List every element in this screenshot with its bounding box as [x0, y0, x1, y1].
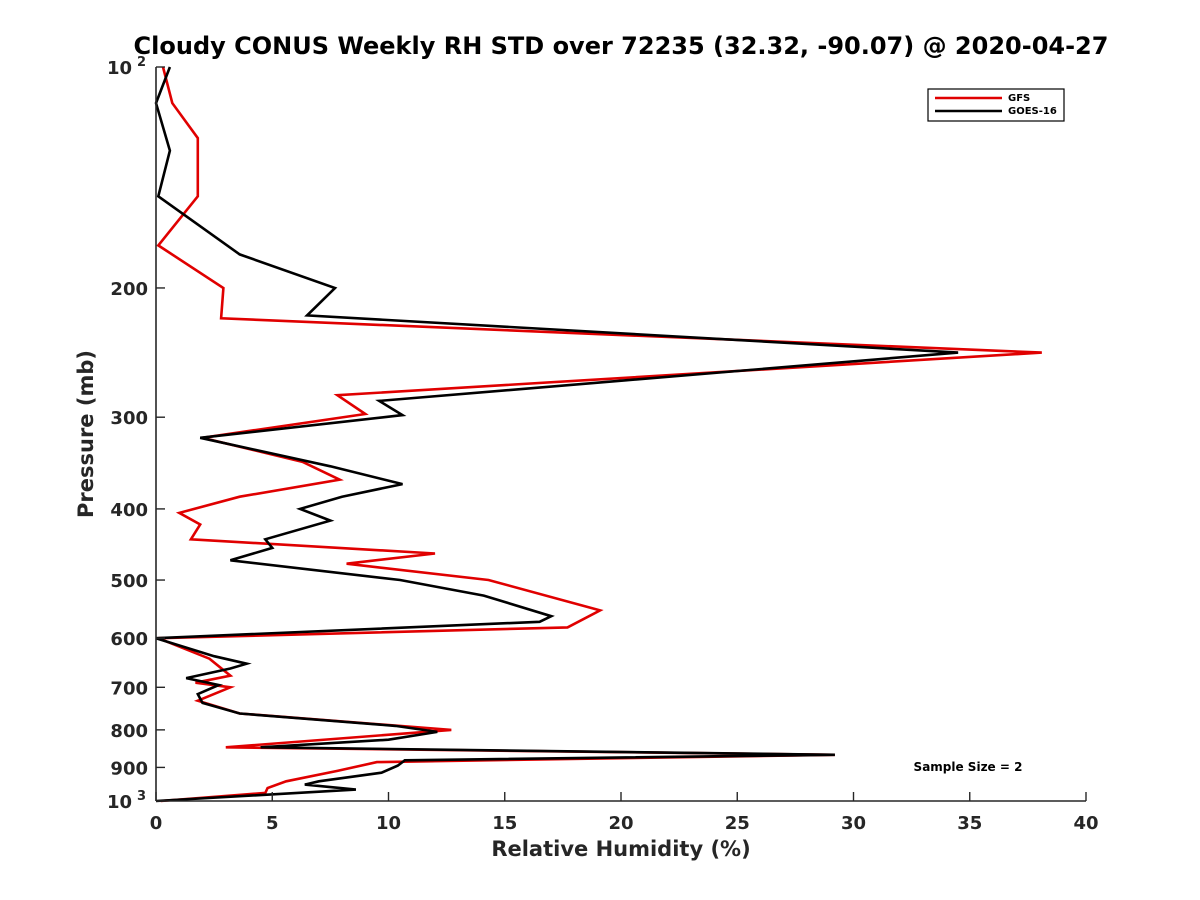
x-tick-label: 0 [150, 813, 163, 834]
legend-box [927, 88, 1065, 122]
y-tick-label: 700 [110, 678, 148, 699]
x-tick-label: 10 [376, 813, 401, 834]
y-tick-label: 600 [110, 629, 148, 650]
y-tick-label: 10 [107, 792, 132, 813]
y-tick-label: 500 [110, 571, 148, 592]
x-tick-label: 15 [492, 813, 517, 834]
y-tick-label: 800 [110, 721, 148, 742]
legend-label-gfs: GFS [1008, 93, 1030, 104]
y-ticks: 10 2 200 300 400 500 600 700 800 900 10 3 [107, 55, 165, 813]
series-line-goes16 [154, 66, 959, 803]
sample-size-annotation: Sample Size = 2 [914, 760, 1023, 774]
plot-lines [154, 66, 1042, 803]
x-tick-label: 20 [608, 813, 633, 834]
y-tick-label: 400 [110, 500, 148, 521]
y-tick-label: 900 [110, 758, 148, 779]
y-tick-label: 200 [110, 279, 148, 300]
y-tick-exponent: 3 [137, 789, 146, 804]
chart-title: Cloudy CONUS Weekly RH STD over 72235 (3… [134, 32, 1109, 60]
series-line-gfs [156, 66, 1042, 803]
x-tick-label: 40 [1073, 813, 1098, 834]
x-ticks: 0 5 10 15 20 25 30 35 40 [150, 792, 1099, 834]
x-axis-label: Relative Humidity (%) [491, 837, 750, 861]
y-tick-label: 300 [110, 408, 148, 429]
y-axis-label: Pressure (mb) [74, 350, 98, 518]
y-tick-label: 10 [107, 58, 132, 79]
x-tick-label: 5 [266, 813, 279, 834]
y-tick-exponent: 2 [137, 55, 146, 70]
legend: GFS GOES-16 [927, 88, 1065, 122]
x-tick-label: 35 [957, 813, 982, 834]
legend-label-goes16: GOES-16 [1008, 106, 1057, 117]
x-tick-label: 25 [725, 813, 750, 834]
x-tick-label: 30 [841, 813, 866, 834]
